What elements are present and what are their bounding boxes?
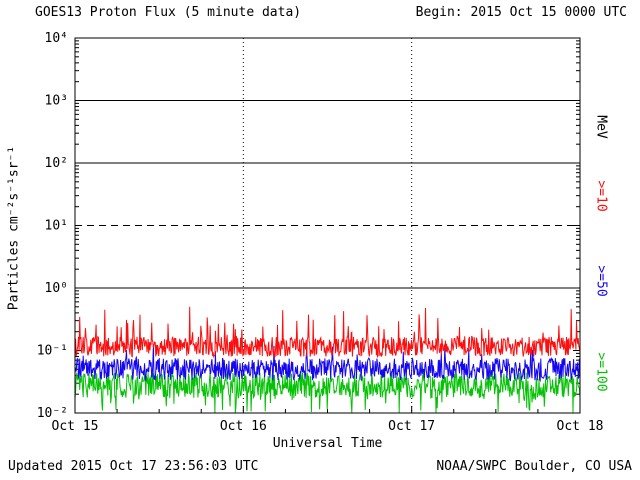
updated-timestamp: Updated 2015 Oct 17 23:56:03 UTC bbox=[8, 459, 259, 474]
x-tick-label: Oct 15 bbox=[52, 419, 99, 434]
right-axis-unit-label: MeV bbox=[593, 115, 609, 139]
series-label-ge10: >=10 bbox=[593, 180, 609, 212]
series-line-100 bbox=[74, 371, 581, 414]
begin-time-label: Begin: 2015 Oct 15 0000 UTC bbox=[415, 5, 627, 20]
x-tick-label: Oct 18 bbox=[557, 419, 604, 434]
x-tick-label: Oct 17 bbox=[388, 419, 435, 434]
y-tick-label: 10⁴ bbox=[45, 31, 68, 46]
y-tick-label: 10⁰ bbox=[45, 281, 68, 296]
x-axis-title: Universal Time bbox=[273, 436, 383, 451]
series-line-50 bbox=[74, 344, 581, 383]
series-label-ge50: >=50 bbox=[593, 265, 609, 297]
credit-text: NOAA/SWPC Boulder, CO USA bbox=[436, 459, 632, 474]
y-tick-label: 10² bbox=[45, 156, 68, 171]
series-label-ge100: >=100 bbox=[593, 352, 609, 392]
series-line-10 bbox=[74, 306, 581, 359]
y-axis-title: Particles cm⁻²s⁻¹sr⁻¹ bbox=[6, 145, 22, 311]
y-tick-label: 10⁻² bbox=[37, 406, 68, 421]
y-tick-label: 10³ bbox=[45, 94, 68, 109]
chart-title: GOES13 Proton Flux (5 minute data) bbox=[35, 5, 302, 20]
y-tick-label: 10⁻¹ bbox=[37, 344, 68, 359]
y-tick-label: 10¹ bbox=[45, 219, 68, 234]
plot-frame bbox=[74, 37, 581, 414]
x-tick-label: Oct 16 bbox=[220, 419, 267, 434]
